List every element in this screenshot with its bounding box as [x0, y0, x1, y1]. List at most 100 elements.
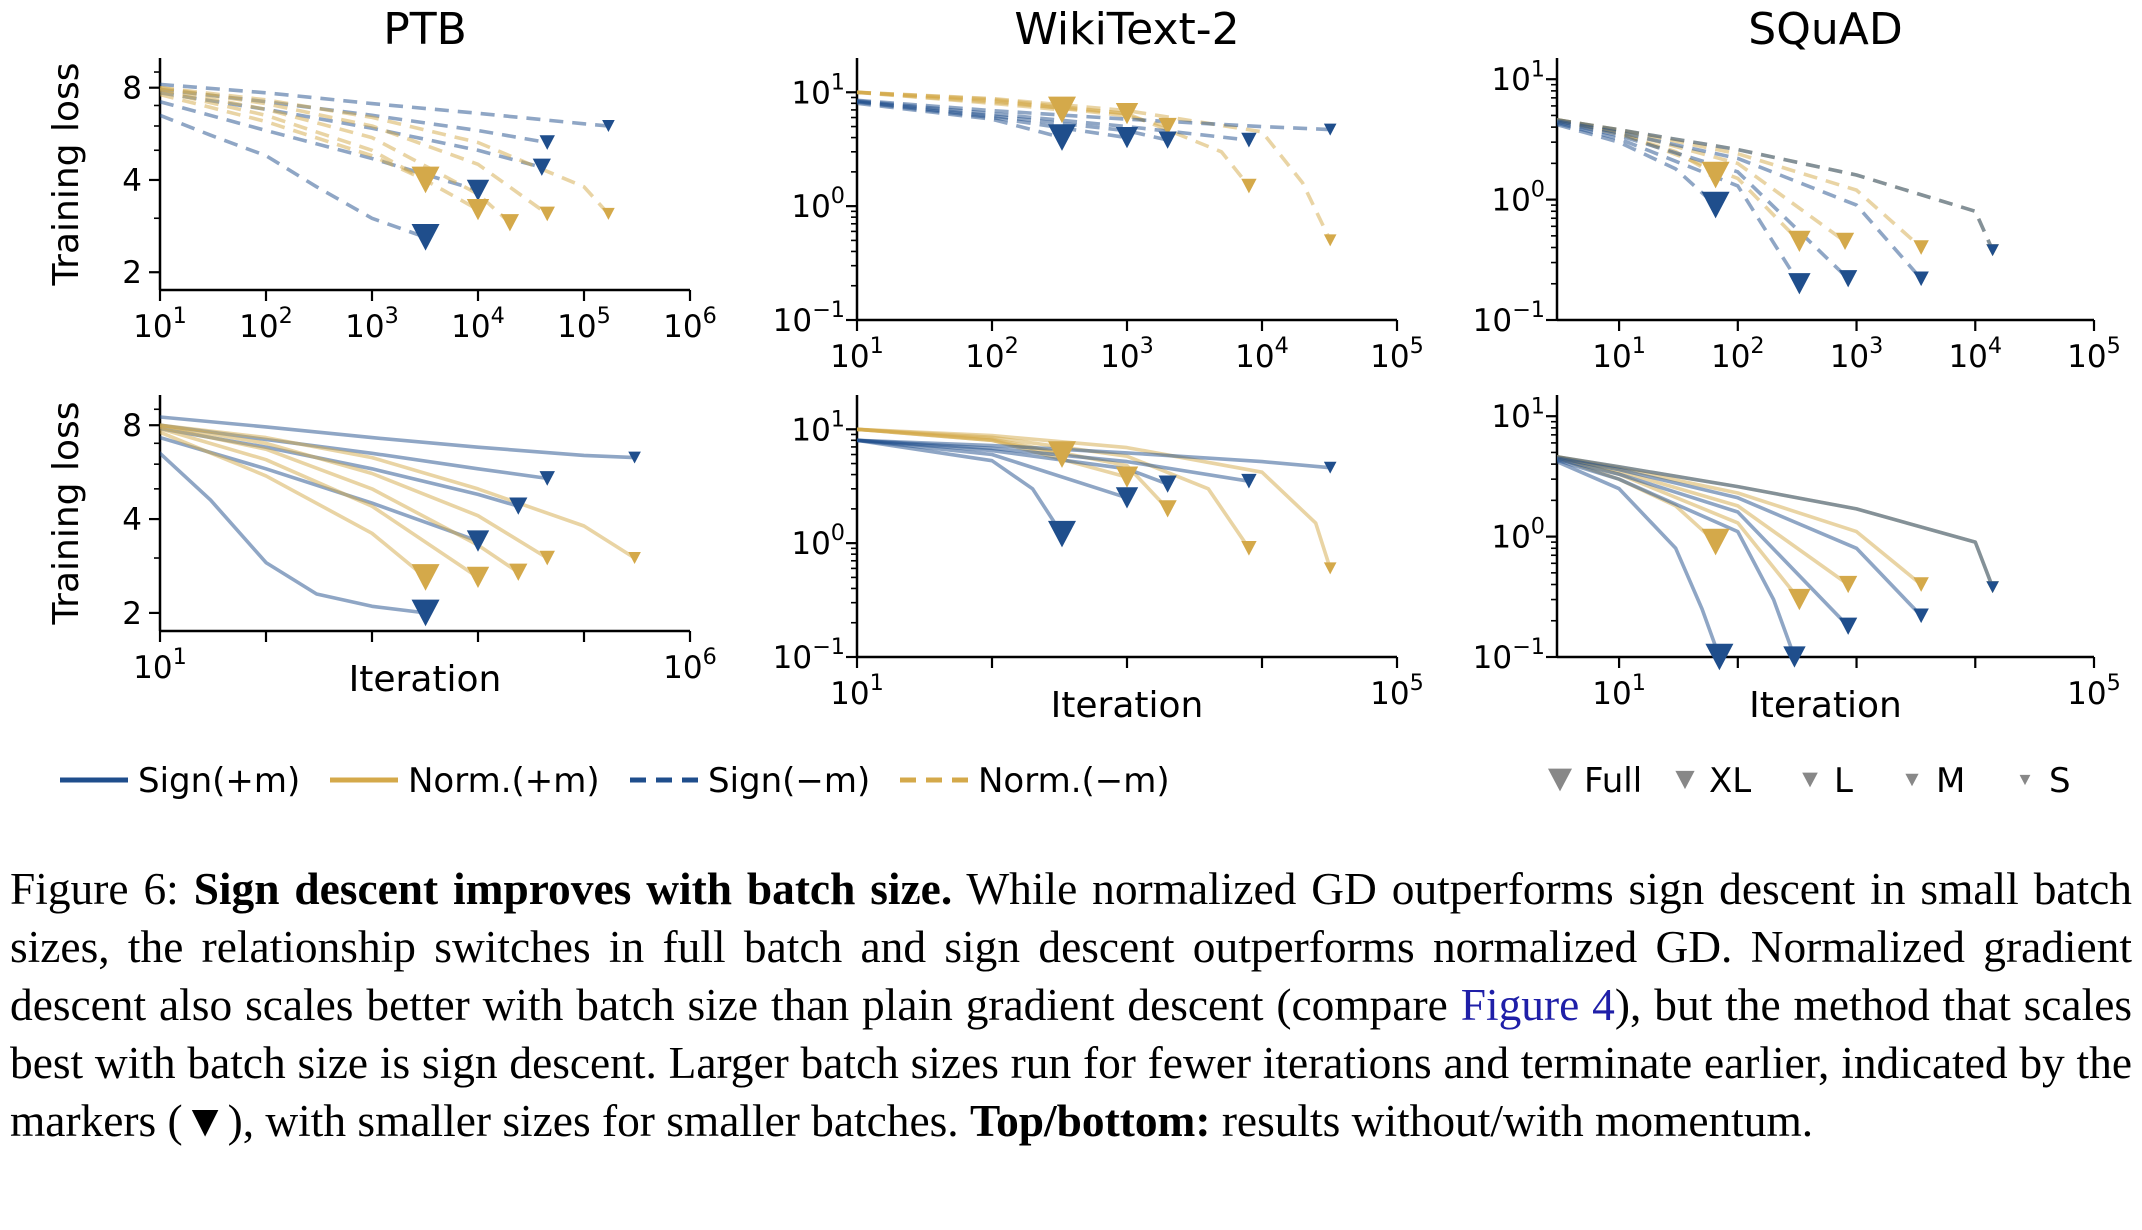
series-line-norm-s [1557, 118, 1995, 251]
end-marker-sign-full [1047, 124, 1076, 151]
end-marker-norm-l [500, 214, 520, 232]
end-marker-norm-m [539, 206, 555, 222]
y-tick-label: 101 [1491, 56, 1545, 98]
series-line-norm-l [1557, 454, 1850, 587]
series-line-norm-m [1557, 118, 1923, 249]
series-group [857, 90, 1332, 242]
legend-batch-label: Full [1584, 761, 1642, 801]
legend-label: Sign(−m) [708, 761, 870, 801]
series-line-norm-xl [160, 426, 480, 580]
x-tick-label: 102 [239, 303, 293, 345]
series-line-sign-s [857, 98, 1331, 132]
x-tick-label: 103 [1830, 333, 1884, 375]
panel-title: PTB [383, 4, 467, 55]
legend-marker-s [2019, 774, 2031, 786]
series-group [160, 82, 610, 239]
x-tick-label: 101 [133, 644, 187, 686]
legend-batch-label: M [1936, 761, 1965, 801]
y-tick-label: 101 [791, 406, 845, 448]
legend-batch-label: S [2049, 761, 2071, 801]
legend-batch-label: L [1834, 761, 1853, 801]
panel-4: 101 106 2 4 8 Training loss Iteration [46, 395, 717, 700]
x-tick-label: 105 [557, 303, 611, 345]
end-marker-norm-s [602, 207, 615, 220]
series-line-sign-m [1557, 456, 1923, 618]
y-tick-label: 4 [122, 163, 142, 199]
series-line-sign-xl [1557, 121, 1801, 285]
series-group [1557, 454, 1995, 657]
end-marker-norm-xl [466, 566, 490, 589]
legend-marker-l [1802, 772, 1818, 788]
x-tick-label: 106 [663, 644, 717, 686]
end-marker-norm-m [1913, 577, 1929, 592]
series-line-sign-full [1557, 459, 1722, 657]
x-tick-label: 101 [1592, 333, 1646, 375]
end-marker-sign-full [1705, 643, 1734, 671]
end-marker-norm-xl [1788, 588, 1811, 611]
series-line-norm-xl [160, 89, 479, 212]
panel-title: WikiText-2 [1014, 4, 1239, 55]
x-axis-label: Iteration [1749, 685, 1902, 726]
panel-5: 101 105 10−1 100 101 Iteration [773, 395, 1424, 726]
end-marker-sign-full [411, 599, 440, 627]
y-tick-label: 100 [791, 183, 845, 225]
series-line-norm-m [160, 423, 550, 560]
series-line-sign-xl [160, 99, 479, 193]
y-tick-label: 2 [122, 596, 142, 632]
x-axis-label: Iteration [1051, 685, 1204, 726]
end-marker-sign-xl [466, 530, 490, 552]
legend-label: Norm.(−m) [978, 761, 1170, 801]
y-tick-label: 10−1 [1473, 634, 1545, 676]
end-marker-norm-s [1323, 562, 1337, 575]
x-tick-label: 105 [1370, 333, 1424, 375]
series-line-norm-l [160, 87, 512, 225]
legend-label: Sign(+m) [138, 761, 300, 801]
series-line-sign-s [1557, 454, 1995, 590]
legend-methods: Sign(+m) Norm.(+m) Sign(−m) Norm.(−m) [60, 761, 1170, 801]
series-line-norm-full [160, 92, 427, 182]
series-line-sign-full [160, 451, 428, 615]
x-tick-label: 105 [2067, 670, 2121, 712]
end-marker-norm-l [1839, 575, 1858, 594]
end-marker-norm-full [411, 564, 440, 591]
end-marker-norm-m [1913, 240, 1929, 255]
end-marker-norm-full [1701, 161, 1730, 189]
y-axis-label: Training loss [46, 401, 87, 625]
end-marker-norm-l [509, 563, 528, 581]
series-line-norm-full [160, 430, 428, 580]
end-marker-norm-xl [466, 199, 490, 221]
end-marker-norm-full [1047, 96, 1076, 124]
panel-2: 101 102 103 104 105 10−1 100 101 WikiText-2 [773, 4, 1424, 375]
caption-figure-link[interactable]: Figure 4 [1460, 980, 1615, 1030]
legend-marker-xl [1675, 770, 1695, 790]
series-line-sign-l [1557, 457, 1850, 629]
caption-bold-title: Sign descent improves with batch size. [193, 864, 953, 914]
y-tick-label: 101 [791, 69, 845, 111]
end-marker-sign-full [411, 224, 440, 251]
series-line-sign-s [1557, 118, 1995, 251]
caption-text-1: While normalized GD outperforms sign des… [10, 864, 2132, 1030]
y-tick-label: 4 [122, 502, 142, 538]
end-marker-norm-xl [1115, 102, 1139, 125]
y-tick-label: 100 [1491, 514, 1545, 556]
x-tick-label: 102 [965, 333, 1019, 375]
panel-6: 101 105 10−1 100 101 Iteration [1473, 393, 2121, 726]
legend-marker-full [1548, 768, 1572, 792]
y-tick-label: 100 [791, 520, 845, 562]
x-tick-label: 104 [451, 303, 505, 345]
end-marker-norm-m [1241, 541, 1257, 556]
series-line-norm-s [160, 85, 610, 216]
end-marker-sign-xl [466, 179, 490, 201]
end-marker-sign-l [1839, 617, 1858, 635]
series-line-norm-m [160, 85, 549, 216]
end-marker-norm-l [1835, 232, 1855, 250]
series-line-sign-s [857, 438, 1332, 470]
end-marker-sign-s [1323, 123, 1337, 136]
end-marker-sign-s [602, 120, 615, 132]
end-marker-sign-xl [1783, 646, 1806, 668]
legend-batch-label: XL [1709, 761, 1751, 801]
end-marker-sign-s [1986, 581, 1999, 594]
x-tick-label: 103 [1100, 333, 1154, 375]
end-marker-sign-l [1839, 270, 1858, 288]
end-marker-sign-l [1158, 475, 1177, 493]
